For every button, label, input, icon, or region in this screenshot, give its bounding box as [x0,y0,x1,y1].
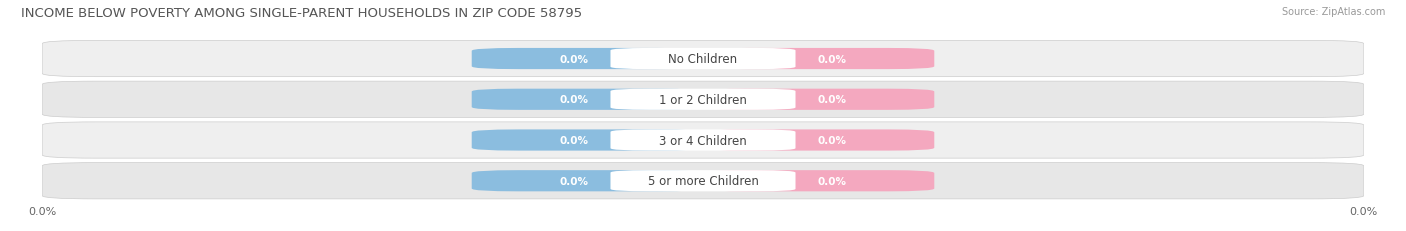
Text: Source: ZipAtlas.com: Source: ZipAtlas.com [1281,7,1385,17]
Text: 5 or more Children: 5 or more Children [648,174,758,187]
FancyBboxPatch shape [703,49,934,70]
FancyBboxPatch shape [42,163,1364,199]
Text: 0.0%: 0.0% [817,176,846,186]
Text: 0.0%: 0.0% [817,135,846,145]
FancyBboxPatch shape [610,89,796,110]
Text: 0.0%: 0.0% [817,95,846,105]
FancyBboxPatch shape [703,130,934,151]
Text: 0.0%: 0.0% [560,135,589,145]
Text: 1 or 2 Children: 1 or 2 Children [659,93,747,106]
Text: 0.0%: 0.0% [817,54,846,64]
Text: 0.0%: 0.0% [560,54,589,64]
Text: No Children: No Children [668,53,738,66]
Text: INCOME BELOW POVERTY AMONG SINGLE-PARENT HOUSEHOLDS IN ZIP CODE 58795: INCOME BELOW POVERTY AMONG SINGLE-PARENT… [21,7,582,20]
Text: 0.0%: 0.0% [560,176,589,186]
FancyBboxPatch shape [610,49,796,70]
FancyBboxPatch shape [703,170,934,191]
FancyBboxPatch shape [42,122,1364,158]
FancyBboxPatch shape [471,130,703,151]
FancyBboxPatch shape [471,170,703,191]
FancyBboxPatch shape [703,89,934,110]
FancyBboxPatch shape [471,49,703,70]
FancyBboxPatch shape [610,130,796,151]
FancyBboxPatch shape [610,170,796,191]
FancyBboxPatch shape [42,41,1364,77]
Text: 0.0%: 0.0% [560,95,589,105]
FancyBboxPatch shape [471,89,703,110]
Text: 3 or 4 Children: 3 or 4 Children [659,134,747,147]
FancyBboxPatch shape [42,82,1364,118]
